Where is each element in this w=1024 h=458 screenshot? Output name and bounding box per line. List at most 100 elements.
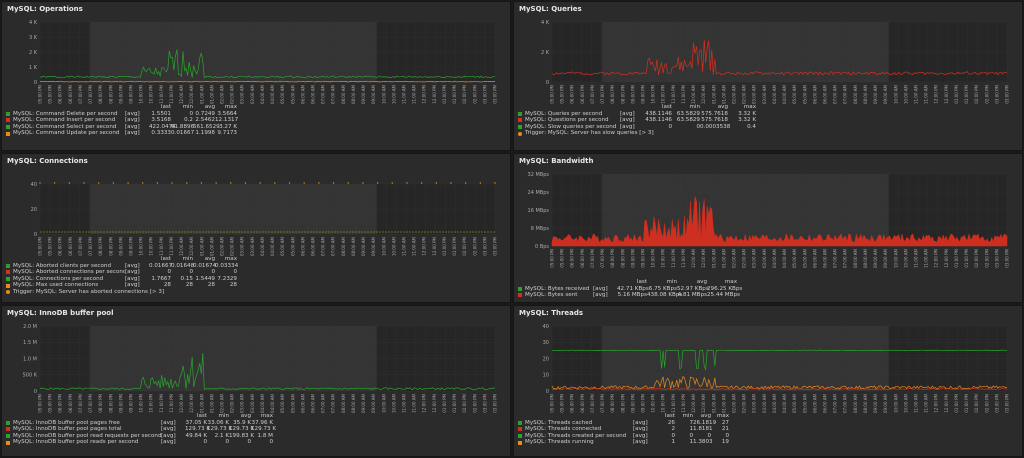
x-tick-label: 05:00 AM: [280, 236, 285, 256]
x-tick-label: 08:00 PM: [98, 84, 103, 103]
x-tick-label: 06:00 AM: [823, 248, 828, 268]
x-tick-label: 02:00 PM: [974, 393, 979, 412]
x-tick-label: 01:00 PM: [452, 393, 457, 412]
x-tick-label: 02:00 AM: [732, 84, 737, 104]
x-tick-label: 03:00 AM: [250, 393, 255, 413]
x-tick-label: 05:00 PM: [560, 393, 565, 412]
x-tick-label: 03:00 PM: [482, 393, 487, 412]
legend-row[interactable]: MySQL: InnoDB buffer pool reads per seco…: [6, 439, 273, 446]
x-tick-label: 07:00 PM: [590, 393, 595, 412]
y-tick-label: 0: [546, 389, 549, 395]
legend-row[interactable]: MySQL: Command Select per second [avg] 422…: [6, 124, 237, 131]
legend-row[interactable]: MySQL: Connections per second [avg] 1.7667…: [6, 276, 237, 283]
x-tick-label: 09:00 AM: [371, 393, 376, 413]
x-tick-label: 02:00 AM: [732, 393, 737, 413]
x-tick-label: 10:00 PM: [139, 84, 144, 103]
legend-swatch: [6, 420, 10, 425]
legend-min: 0: [189, 110, 193, 117]
x-tick-label: 11:00 PM: [681, 84, 686, 103]
legend-row[interactable]: MySQL: InnoDB buffer pool read requests …: [6, 433, 273, 440]
legend-row[interactable]: MySQL: Command Update per second [avg] 0.3…: [6, 130, 237, 137]
x-tick-label: 10:00 PM: [651, 248, 656, 267]
x-tick-label: 09:00 AM: [361, 236, 366, 256]
x-tick-label: 11:00 AM: [924, 248, 929, 268]
x-tick-label: 08:00 PM: [620, 84, 625, 103]
legend-row[interactable]: MySQL: InnoDB buffer pool pages total [av…: [6, 426, 276, 433]
x-tick-label: 07:00 PM: [78, 393, 83, 412]
x-tick-label: 10:00 AM: [903, 84, 908, 104]
legend-avg: 561.6529: [193, 123, 220, 130]
x-tick-label: 06:00 PM: [68, 236, 73, 255]
y-tick-label: 4 K: [29, 20, 38, 26]
legend-name: MySQL: Aborted clients per second: [13, 262, 112, 269]
y-tick-label: 1 K: [29, 65, 38, 71]
legend-max: 9.7173: [217, 130, 237, 137]
legend-fn: [avg]: [125, 123, 140, 130]
y-tick-label: 20: [31, 207, 37, 213]
legend-row[interactable]: MySQL: InnoDB buffer pool pages free [avg…: [6, 420, 273, 427]
series-threads-cached: [551, 349, 1008, 371]
legend-max: 3.5664: [217, 110, 237, 117]
legend-avg: 35.9 K: [233, 419, 251, 426]
x-tick-label: 02:00 PM: [984, 248, 989, 267]
x-tick-label: 12:00 PM: [432, 393, 437, 412]
legend-swatch: [6, 427, 10, 432]
legend-max: 0.03334: [215, 262, 239, 269]
x-tick-label: 04:00 AM: [782, 84, 787, 104]
legend-row[interactable]: MySQL: Threads connected [avg] 2 1 1.8181 21: [518, 426, 729, 433]
x-tick-label: 10:00 AM: [893, 248, 898, 268]
max-used-point: [186, 182, 188, 184]
legend-name: MySQL: Command Insert per second: [13, 117, 116, 124]
x-tick-label: 07:00 AM: [843, 84, 848, 104]
legend-row[interactable]: MySQL: Command Insert per second [avg] 3.5…: [6, 117, 238, 124]
legend-swatch: [6, 440, 10, 445]
x-tick-label: 11:00 AM: [412, 236, 417, 256]
x-tick-label: 11:00 PM: [671, 84, 676, 103]
legend-row[interactable]: MySQL: Slow queries per second [avg] 0 0 0.0…: [518, 124, 756, 131]
x-tick-label: 02:00 AM: [230, 84, 235, 104]
legend-row[interactable]: MySQL: Bytes sent [avg] 5.16 MBps 438.08 KB…: [518, 292, 740, 299]
legend-row[interactable]: MySQL: Queries per second [avg] 438.1146 63…: [518, 111, 756, 118]
legend-header-last: last: [160, 104, 171, 110]
x-tick-label: 03:00 AM: [762, 84, 767, 104]
legend-min: 63.5829: [676, 110, 700, 117]
legend: last min avg max MySQL: Bytes received [avg] 4…: [518, 279, 742, 299]
y-tick-label: 4 K: [541, 20, 550, 26]
legend-header: last min avg max: [518, 413, 729, 420]
x-tick-label: 07:00 AM: [833, 84, 838, 104]
x-tick-label: 03:00 PM: [493, 84, 498, 103]
legend-row[interactable]: MySQL: Command Delete per second [avg] 1.5…: [6, 111, 237, 118]
legend-name: MySQL: InnoDB buffer pool read requests …: [13, 432, 161, 439]
legend-last: 37.05 K: [185, 419, 207, 426]
legend-fn: [avg]: [125, 275, 140, 282]
legend-name: MySQL: Questions per second: [525, 117, 609, 124]
x-tick-label: 07:00 PM: [88, 236, 93, 255]
legend-row[interactable]: MySQL: Aborted connections per second [av…: [6, 269, 237, 276]
legend-last: 1.7667: [151, 275, 171, 282]
legend-row[interactable]: MySQL: Aborted clients per second [avg] 0.…: [6, 262, 239, 270]
legend-row[interactable]: MySQL: Questions per second [avg] 438.1146…: [518, 117, 756, 124]
x-tick-label: 02:00 AM: [220, 236, 225, 256]
x-tick-label: 02:00 AM: [742, 248, 747, 268]
panel-title: MySQL: Queries: [519, 5, 582, 13]
x-tick-label: 07:00 AM: [321, 393, 326, 413]
x-tick-label: 01:00 AM: [711, 248, 716, 268]
legend-max: 7.2329: [217, 275, 237, 282]
legend-min: 438.08 KBps: [647, 292, 683, 299]
legend-last: 2: [671, 426, 675, 433]
y-tick-label: 500 K: [23, 373, 38, 379]
legend-row[interactable]: MySQL: Threads created per second [avg] 0 0…: [518, 433, 729, 440]
x-tick-label: 06:00 AM: [311, 84, 316, 104]
legend-row[interactable]: MySQL: Max used connections [avg] 28 28 28 28: [6, 282, 237, 289]
x-tick-label: 01:00 AM: [711, 84, 716, 104]
x-tick-label: 03:00 PM: [482, 236, 487, 255]
series-questions: [551, 39, 1008, 76]
legend-header-last: last: [196, 413, 207, 419]
legend-row[interactable]: MySQL: Bytes received [avg] 42.71 KBps 6.75…: [518, 286, 742, 293]
legend-row[interactable]: MySQL: Threads cached [avg] 26 7 26.1819 27: [518, 420, 729, 427]
legend-row[interactable]: MySQL: Threads running [avg] 1 1 1.3803 19: [518, 439, 729, 446]
